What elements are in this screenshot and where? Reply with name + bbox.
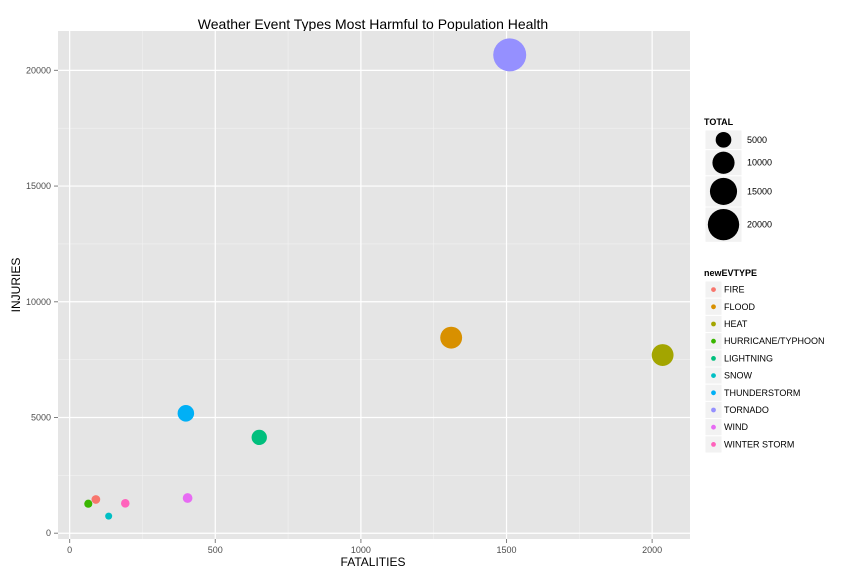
color-legend-label: FIRE xyxy=(724,285,745,295)
color-legend-key-snow xyxy=(711,373,716,378)
x-tick-label: 500 xyxy=(208,545,223,555)
grid-minor xyxy=(58,31,690,539)
x-tick-label: 1500 xyxy=(497,545,517,555)
point-snow xyxy=(105,512,113,520)
size-legend-label: 10000 xyxy=(747,158,772,168)
y-axis-title: INJURIES xyxy=(9,258,23,313)
color-legend: newEVTYPE FIRE FLOOD HEAT HURRICANE/TYPHOON… xyxy=(704,268,825,454)
chart-title: Weather Event Types Most Harmful to Popu… xyxy=(198,16,548,32)
y-tick-label: 15000 xyxy=(26,181,51,191)
x-tick-label: 2000 xyxy=(642,545,662,555)
point-heat xyxy=(651,344,674,366)
color-legend-label: TORNADO xyxy=(724,405,769,415)
point-tornado xyxy=(493,38,527,72)
point-fire xyxy=(91,495,101,504)
color-legend-label: LIGHTNING xyxy=(724,353,773,363)
y-tick-label: 20000 xyxy=(26,65,51,75)
color-legend-label: WINTER STORM xyxy=(724,439,794,449)
color-legend-label: SNOW xyxy=(724,371,753,381)
point-hurricane-typhoon xyxy=(84,499,93,508)
x-axis: 0 500 1000 1500 2000 xyxy=(67,539,662,555)
size-legend-key xyxy=(709,177,738,205)
y-tick-label: 10000 xyxy=(26,297,51,307)
color-legend-key-lightning xyxy=(711,356,716,361)
y-axis: 0 5000 10000 15000 20000 xyxy=(26,65,58,538)
size-legend: TOTAL 5000 10000 15000 20000 xyxy=(704,117,772,243)
size-legend-key xyxy=(707,208,740,241)
size-legend-label: 20000 xyxy=(747,220,772,230)
x-axis-title: FATALITIES xyxy=(341,555,406,569)
color-legend-key-flood xyxy=(711,304,716,310)
color-legend-title: newEVTYPE xyxy=(704,268,757,278)
size-legend-label: 5000 xyxy=(747,135,767,145)
color-legend-key-wind xyxy=(711,424,716,430)
point-thunderstorm xyxy=(177,405,195,422)
plot-panel xyxy=(58,31,690,539)
data-points xyxy=(84,38,674,520)
color-legend-label: FLOOD xyxy=(724,302,756,312)
point-lightning xyxy=(251,429,267,446)
grid-major xyxy=(58,31,690,539)
point-winter-storm xyxy=(121,499,130,508)
size-legend-key xyxy=(712,151,735,174)
color-legend-key-heat xyxy=(711,321,716,327)
color-legend-key-hurricane-typhoon xyxy=(711,338,716,344)
x-tick-label: 0 xyxy=(67,545,72,555)
y-tick-label: 5000 xyxy=(31,412,51,422)
size-legend-key xyxy=(715,132,732,148)
color-legend-key-fire xyxy=(711,287,716,292)
color-legend-key-thunderstorm xyxy=(711,390,716,396)
point-wind xyxy=(182,493,193,503)
color-legend-label: THUNDERSTORM xyxy=(724,388,800,398)
y-tick-label: 0 xyxy=(46,528,51,538)
color-legend-keys: FIRE FLOOD HEAT HURRICANE/TYPHOON LIGHTNING S… xyxy=(704,280,825,454)
color-legend-label: WIND xyxy=(724,422,748,432)
point-flood xyxy=(440,326,463,349)
size-legend-keys: 5000 10000 15000 20000 xyxy=(704,129,772,243)
color-legend-key-tornado xyxy=(711,407,716,413)
size-legend-title: TOTAL xyxy=(704,117,734,127)
x-tick-label: 1000 xyxy=(351,545,371,555)
size-legend-label: 15000 xyxy=(747,186,772,196)
color-legend-key-winter-storm xyxy=(711,442,716,447)
color-legend-label: HURRICANE/TYPHOON xyxy=(724,336,825,346)
color-legend-label: HEAT xyxy=(724,319,748,329)
